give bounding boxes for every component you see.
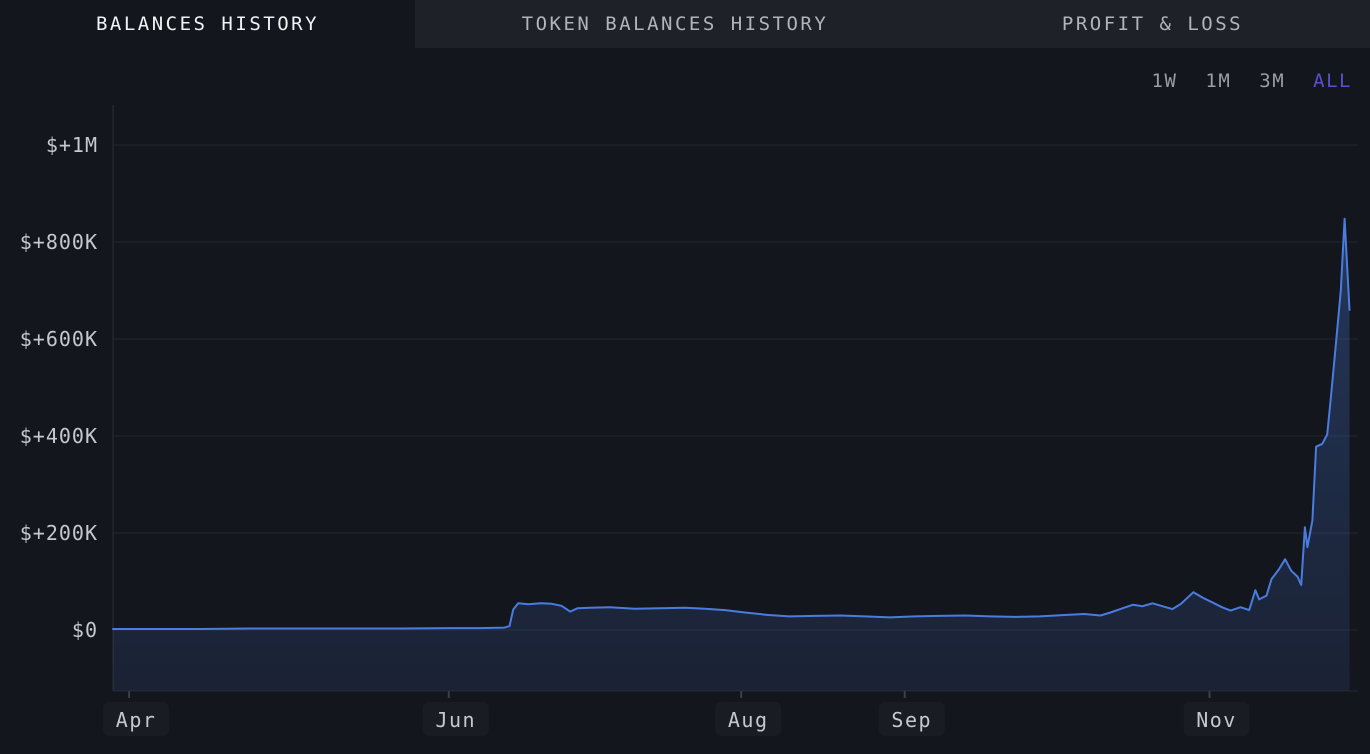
x-axis-label-Nov: Nov xyxy=(1196,708,1237,732)
y-axis-label: $+800K xyxy=(20,230,98,254)
x-label-bg xyxy=(422,702,489,736)
x-label-bg xyxy=(103,702,170,736)
range-3m-button[interactable]: 3M xyxy=(1259,70,1286,92)
y-axis-label: $+200K xyxy=(20,521,98,545)
balance-area-fill xyxy=(113,218,1350,691)
tab-balances-history-label: BALANCES HISTORY xyxy=(95,13,320,35)
y-axis-label: $0 xyxy=(72,618,98,642)
x-axis-label-Sep: Sep xyxy=(891,708,932,732)
time-range-selector: 1W 1M 3M ALL xyxy=(1152,68,1353,94)
y-axis-label: $+1M xyxy=(46,133,98,157)
balance-line xyxy=(112,217,1351,630)
tab-profit-loss-label: PROFIT & LOSS xyxy=(1061,13,1244,35)
tab-token-balances-history-label: TOKEN BALANCES HISTORY xyxy=(521,13,829,35)
tab-bar: BALANCES HISTORY TOKEN BALANCES HISTORY … xyxy=(0,0,1370,48)
x-label-bg xyxy=(715,702,782,736)
range-all-button[interactable]: ALL xyxy=(1313,70,1352,92)
x-axis-label-Apr: Apr xyxy=(116,708,157,732)
tab-balances-history[interactable]: BALANCES HISTORY xyxy=(0,0,415,48)
x-axis-label-Aug: Aug xyxy=(728,708,769,732)
tab-profit-loss[interactable]: PROFIT & LOSS xyxy=(935,0,1370,48)
x-label-bg xyxy=(1183,702,1250,736)
range-1m-button[interactable]: 1M xyxy=(1205,70,1232,92)
y-axis-label: $+400K xyxy=(20,424,98,448)
range-1w-button[interactable]: 1W xyxy=(1151,70,1178,92)
x-axis-label-Jun: Jun xyxy=(435,708,476,732)
x-label-bg xyxy=(878,702,945,736)
tab-token-balances-history[interactable]: TOKEN BALANCES HISTORY xyxy=(415,0,935,48)
y-axis-label: $+600K xyxy=(20,327,98,351)
